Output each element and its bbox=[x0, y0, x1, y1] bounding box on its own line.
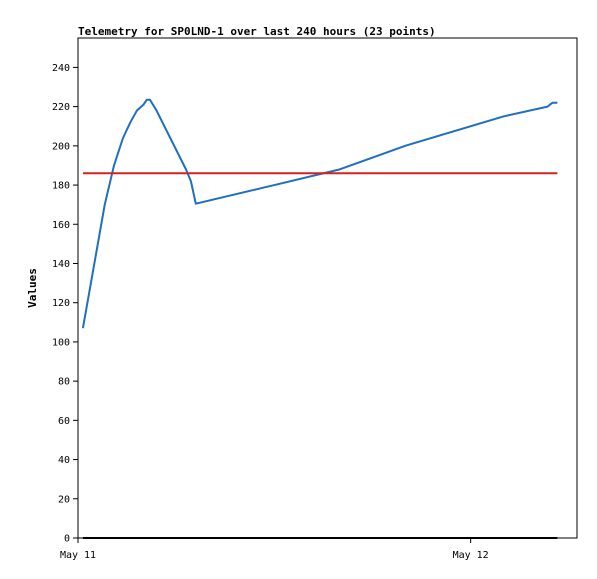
y-tick-label-0: 0 bbox=[64, 534, 70, 545]
y-tick-label-200: 200 bbox=[52, 141, 70, 152]
y-axis: 0 20 40 60 80 100 120 140 160 180 200 220 240 bbox=[52, 63, 78, 545]
y-tick-label-60: 60 bbox=[58, 416, 70, 427]
y-tick-label-240: 240 bbox=[52, 63, 70, 74]
series-line-0 bbox=[81, 98, 558, 329]
y-tick-label-80: 80 bbox=[58, 377, 70, 388]
y-tick-label-120: 120 bbox=[52, 298, 70, 309]
y-tick-label-160: 160 bbox=[52, 220, 70, 231]
y-tick-label-100: 100 bbox=[52, 337, 70, 348]
y-tick-label-220: 220 bbox=[52, 102, 70, 113]
chart-title: Telemetry for SP0LND-1 over last 240 hou… bbox=[78, 25, 436, 38]
y-tick-label-40: 40 bbox=[58, 455, 70, 466]
x-axis: May 11 May 12 bbox=[60, 538, 489, 561]
plot-area bbox=[77, 37, 578, 539]
y-tick-label-180: 180 bbox=[52, 181, 70, 192]
y-tick-label-20: 20 bbox=[58, 494, 70, 505]
y-axis-label: Values bbox=[26, 268, 39, 308]
y-tick-label-140: 140 bbox=[52, 259, 70, 270]
series-layer bbox=[81, 98, 558, 539]
x-tick-label-1: May 12 bbox=[453, 550, 489, 561]
x-tick-label-0: May 11 bbox=[60, 550, 96, 561]
